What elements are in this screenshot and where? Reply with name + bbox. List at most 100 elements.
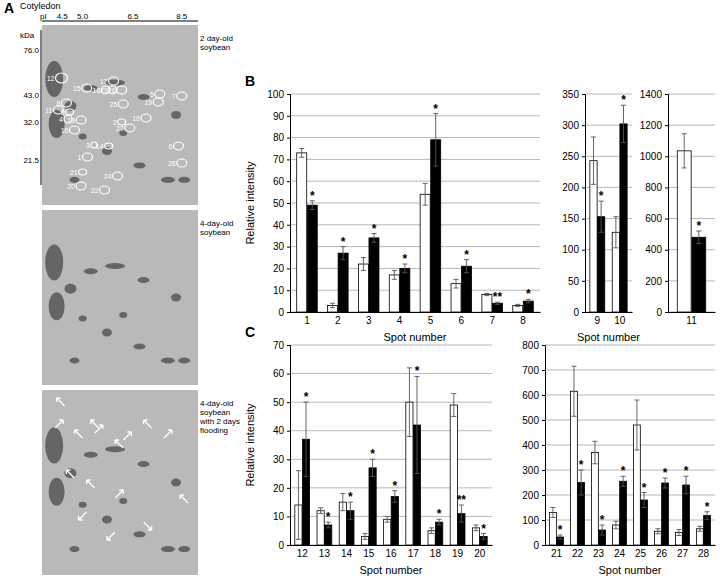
tick-label: 13 (319, 548, 331, 559)
y-tick: 150 (562, 213, 585, 224)
gel-blob (161, 177, 175, 183)
annotation: * (372, 222, 377, 236)
bar (391, 496, 398, 545)
y-tick: 50 (568, 276, 585, 287)
gel-blob (178, 546, 190, 552)
y-tick: 600 (522, 390, 545, 401)
tick-label: 150 (562, 213, 579, 224)
spot-label: 27 (116, 125, 124, 132)
annotation: * (304, 390, 309, 404)
error-bar (361, 258, 366, 271)
spot-circle (118, 100, 128, 108)
y-tick: 10 (273, 511, 290, 522)
y-tick: 700 (522, 365, 545, 376)
gel-arrow (144, 420, 152, 428)
x-axis: 121314151617181920 (291, 545, 493, 559)
y-tick: 90 (273, 111, 290, 122)
tick-label: 200 (645, 276, 662, 287)
tick-mark (582, 156, 585, 157)
tick-mark (582, 94, 585, 95)
error-bar (459, 505, 464, 522)
x-tick: 13 (319, 545, 331, 559)
x-tick: 11 (686, 312, 697, 326)
annotation: * (621, 93, 626, 107)
x-tick: 18 (430, 545, 442, 559)
x-tick: 9 (595, 312, 601, 326)
tick-mark (542, 495, 545, 496)
x-tick: 4 (397, 312, 403, 326)
tick-label: 6 (459, 315, 465, 326)
grid-line (290, 430, 492, 431)
tick-label: 0 (278, 540, 284, 551)
axis-line (665, 95, 669, 313)
tick-mark (665, 312, 668, 313)
error-bar (592, 441, 597, 464)
spot-label: 8 (56, 100, 60, 107)
spot-circle (113, 172, 123, 180)
tick-mark (665, 187, 668, 188)
tick-mark (287, 203, 290, 204)
gel-blob (102, 329, 112, 337)
error-bar (655, 529, 660, 534)
axis-line (291, 312, 541, 313)
tick-label: 10 (273, 511, 285, 522)
plot-marks (677, 134, 705, 312)
error-bar (363, 534, 368, 540)
error-bar (392, 271, 397, 280)
gel-blob (171, 479, 181, 487)
y-tick: 40 (273, 220, 290, 231)
tick-label: 1400 (640, 89, 663, 100)
tick-mark (542, 520, 545, 521)
tick-mark (665, 250, 668, 251)
grid-line (290, 224, 540, 225)
spot-label: 9 (61, 109, 65, 116)
spot-circle (109, 77, 119, 85)
gel-tissue: Cotyledon (20, 1, 61, 11)
figure: ACotyledon2 day-oldsoybean4-day-oldsoybe… (0, 0, 722, 581)
tick-label: 28 (698, 548, 710, 559)
y-axis: 0100200300400500600700800 (522, 340, 545, 551)
gel-blob (171, 294, 181, 302)
spot-label: 5 (150, 91, 154, 98)
error-bar (474, 525, 479, 531)
error-bar (697, 526, 702, 531)
y-tick: 20 (273, 483, 290, 494)
panel-a: ACotyledon2 day-oldsoybean4-day-oldsoybe… (4, 0, 240, 575)
axis-line (586, 312, 633, 313)
bar (369, 238, 379, 312)
tick-label: 800 (522, 340, 539, 351)
spot-circle (177, 159, 187, 167)
tick-label: 4 (397, 315, 403, 326)
gel-blob (138, 461, 150, 467)
tick-mark (287, 488, 290, 489)
grid-line (290, 345, 492, 346)
annotation: * (415, 364, 420, 378)
x-tick: 7 (489, 312, 495, 326)
error-bar (550, 508, 555, 518)
error-bar (571, 366, 576, 416)
spot-label: 12 (47, 75, 55, 82)
grid-line (290, 181, 540, 182)
y-tick: 50 (273, 198, 290, 209)
tick-label: 800 (645, 182, 662, 193)
error-bar (423, 183, 428, 205)
gel-arrow (164, 430, 172, 438)
gel-label: with 2 days (199, 417, 240, 426)
error-bar (613, 521, 618, 529)
tick-label: 21 (551, 548, 563, 559)
spot-circle (79, 169, 87, 175)
gel-label: 2 day-old (200, 34, 233, 43)
tick-label: 40 (273, 425, 285, 436)
y-tick: 500 (522, 415, 545, 426)
spot-label: 1 (78, 154, 82, 161)
tick-label: 400 (645, 244, 662, 255)
gel-blob (119, 498, 127, 504)
bar (369, 468, 376, 545)
y-tick: 0 (533, 540, 545, 551)
pi-tick-label: 6.5 (127, 12, 139, 21)
tick-label: 12 (297, 548, 309, 559)
annotation: * (663, 466, 668, 480)
axis-line (287, 95, 291, 313)
tick-label: 90 (273, 111, 285, 122)
tick-mark (287, 268, 290, 269)
